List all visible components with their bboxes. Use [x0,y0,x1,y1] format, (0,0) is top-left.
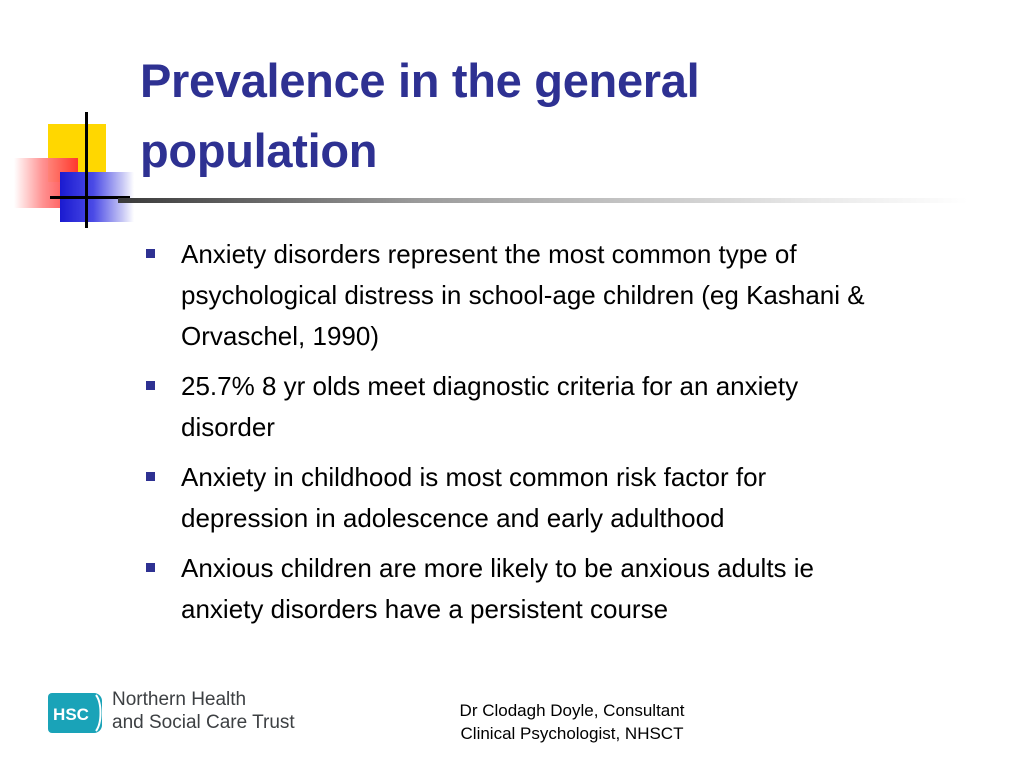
bullet-line: Anxiety disorders represent the most com… [181,239,797,269]
bullet-item: 25.7% 8 yr olds meet diagnostic criteria… [140,366,1000,448]
footer-line: Dr Clodagh Doyle, Consultant [459,701,685,720]
logo-text: Northern Health and Social Care Trust [112,688,295,734]
bullet-line: psychological distress in school-age chi… [181,280,865,310]
bullet-item: Anxious children are more likely to be a… [140,548,1000,630]
bullet-line: Anxiety in childhood is most common risk… [181,462,767,492]
hsc-logo-icon: HSC [48,693,102,733]
title-line: population [140,124,378,177]
square-bullet-icon [146,563,155,572]
logo-line: Northern Health [112,689,247,710]
bullet-line: depression in adolescence and early adul… [181,503,725,533]
title-line: Prevalence in the general [140,54,700,107]
title-divider [118,198,968,203]
square-bullet-icon [146,249,155,258]
nhsct-logo: HSC Northern Health and Social Care Trus… [46,688,306,744]
bullet-item: Anxiety in childhood is most common risk… [140,457,1000,539]
square-bullet-icon [146,472,155,481]
bullet-line: disorder [181,412,275,442]
bullet-line: anxiety disorders have a persistent cour… [181,594,669,624]
bullet-line: 25.7% 8 yr olds meet diagnostic criteria… [181,371,799,401]
vertical-accent-line [85,112,88,228]
footer-line: Clinical Psychologist, NHSCT [460,724,684,743]
slide-title: Prevalence in the general population [140,46,940,186]
bullet-line: Orvaschel, 1990) [181,321,379,351]
horizontal-accent-line [50,196,130,199]
bullet-list: Anxiety disorders represent the most com… [140,234,1000,639]
logo-line: and Social Care Trust [112,712,295,733]
bullet-item: Anxiety disorders represent the most com… [140,234,1000,357]
footer-credit: Dr Clodagh Doyle, Consultant Clinical Ps… [400,699,744,745]
logo-mark-text: HSC [53,705,89,724]
corner-decoration [0,0,140,240]
square-bullet-icon [146,381,155,390]
bullet-line: Anxious children are more likely to be a… [181,553,815,583]
